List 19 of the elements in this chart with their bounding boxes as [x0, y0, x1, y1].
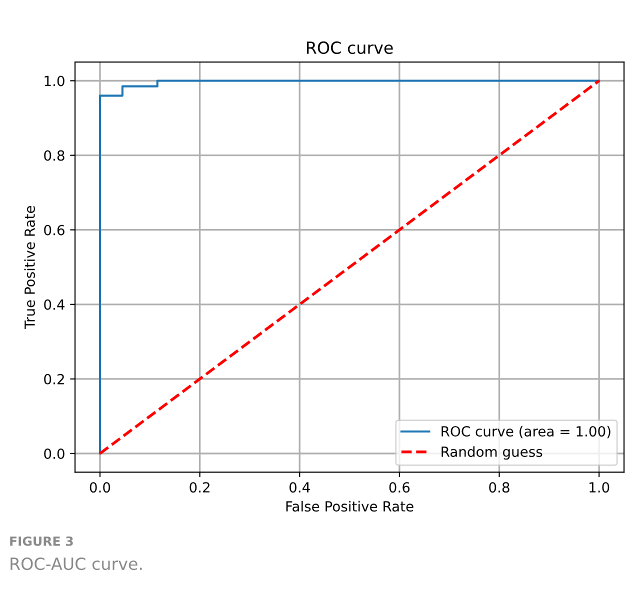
x-tick-label: 1.0 — [590, 482, 610, 493]
x-tick-label: 0.2 — [190, 482, 210, 493]
legend-label: ROC curve (area = 1.00) — [442, 426, 610, 438]
y-axis-title: True Positive Rate — [24, 206, 35, 330]
y-tick-label: 0.8 — [44, 150, 64, 161]
caption: FIGURE 3 — [10, 536, 73, 546]
text: ROC-AUC curve. — [10, 557, 142, 570]
y-tick-label: 0.4 — [44, 299, 65, 310]
y-tick-label: 0.2 — [44, 374, 64, 384]
y-tick-label: 1.0 — [44, 76, 64, 86]
y-tick-label: 0.6 — [44, 224, 64, 236]
x-tick-label: 0.0 — [90, 482, 110, 493]
x-tick-label: 0.8 — [489, 482, 510, 493]
x-tick-label: 0.4 — [289, 482, 310, 493]
chart-title: ROC curve — [307, 41, 393, 54]
x-tick-label: 0.6 — [389, 482, 410, 493]
y-tick-label: 0.0 — [44, 448, 64, 459]
x-axis-title: False Positive Rate — [286, 500, 414, 512]
legend-label: Random guess — [442, 446, 542, 460]
